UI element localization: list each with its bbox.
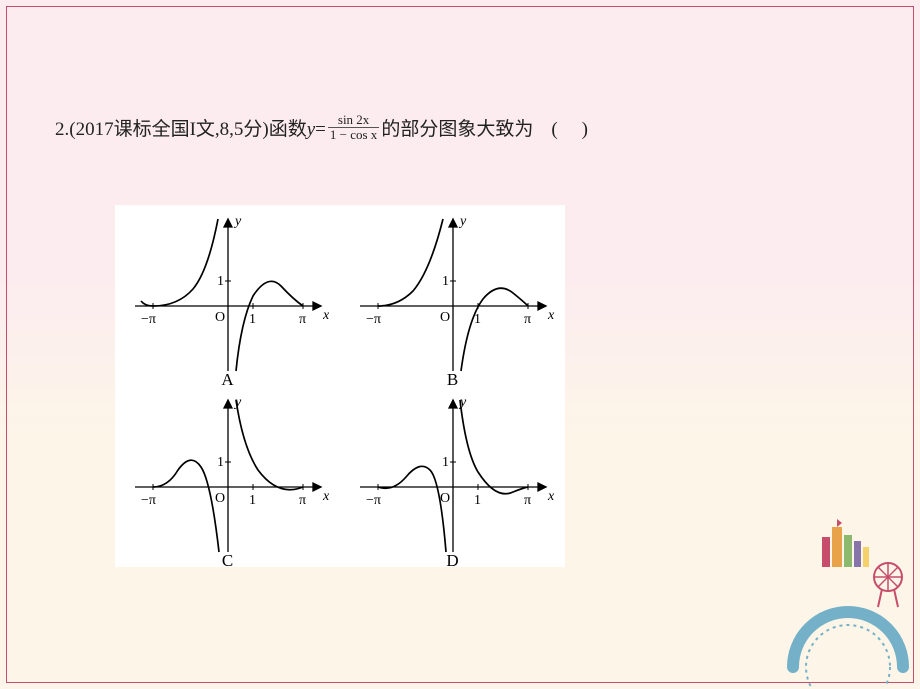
content-area: 2.(2017课标全国I文,8,5分)函数 y = sin 2x 1 − cos… <box>0 0 920 155</box>
fraction-denominator: 1 − cos x <box>328 127 379 142</box>
paren-open: ( <box>551 116 557 145</box>
fraction-numerator: sin 2x <box>336 113 371 127</box>
variable-y: y <box>307 116 315 145</box>
question-suffix: 的部分图象大致为 <box>381 116 533 145</box>
question-prefix: 2.(2017课标全国I文,8,5分)函数 <box>55 116 307 145</box>
fraction: sin 2x 1 − cos x <box>328 113 379 143</box>
question-text: 2.(2017课标全国I文,8,5分)函数 y = sin 2x 1 − cos… <box>55 115 865 145</box>
corner-decoration-icon <box>778 517 918 687</box>
equals-sign: = <box>315 116 326 145</box>
paren-close: ) <box>582 116 588 145</box>
